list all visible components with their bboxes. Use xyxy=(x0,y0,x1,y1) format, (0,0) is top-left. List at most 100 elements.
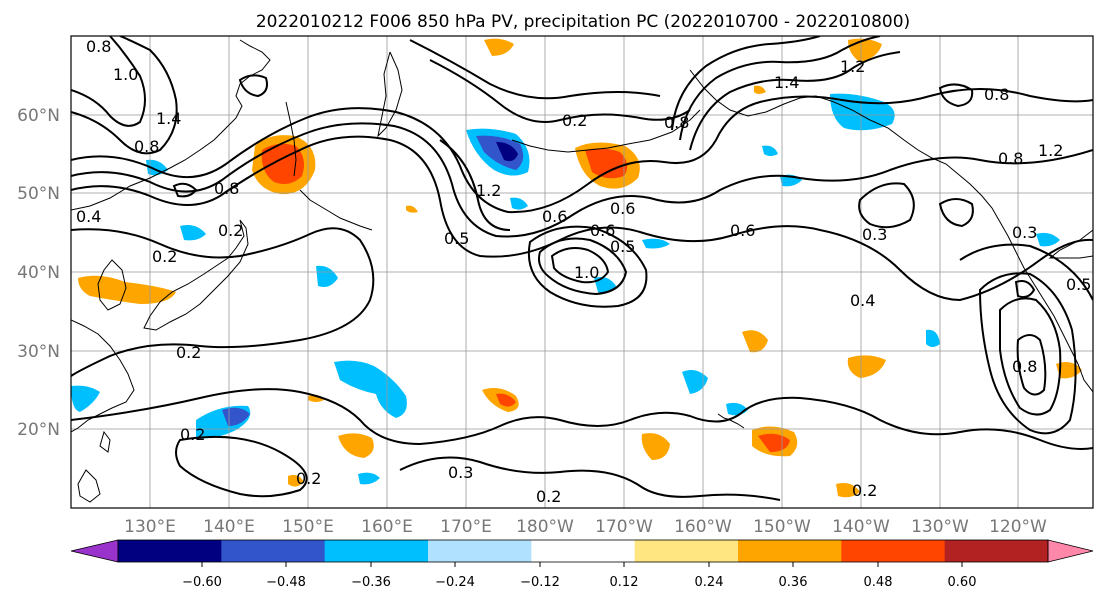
pv-contour xyxy=(938,83,974,108)
contour-label: 0.8 xyxy=(134,137,159,156)
colorbar-tick-label: 0.36 xyxy=(779,575,808,590)
contour-label: 1.4 xyxy=(156,109,181,128)
precip-blob-negative xyxy=(510,197,528,210)
coastline-north-america-interior xyxy=(1048,229,1093,259)
precip-blob-negative xyxy=(71,385,100,412)
colorbar-ticks xyxy=(201,562,963,567)
precip-blob-positive xyxy=(585,148,628,179)
precip-blob-positive xyxy=(742,330,768,353)
pv-contour xyxy=(71,122,1093,238)
pv-contour xyxy=(528,225,648,308)
contour-label: 0.4 xyxy=(76,207,101,226)
precip-blob-negative xyxy=(594,277,616,294)
coastline-kamchatka xyxy=(377,51,403,138)
coastlines xyxy=(71,39,1093,503)
colorbar-tick-labels: −0.60 −0.48 −0.36 −0.24 −0.12 0.12 0.24 … xyxy=(182,575,976,590)
pv-contour xyxy=(538,237,628,296)
contour-label: 0.2 xyxy=(296,469,321,488)
longitude-labels: 130°E 140°E 150°E 160°E 170°E 180°W 170°… xyxy=(124,517,1047,537)
colorbar-bin xyxy=(118,540,222,562)
pv-contour xyxy=(1014,280,1036,299)
precip-shading xyxy=(71,38,1082,498)
contour-label: 0.8 xyxy=(86,37,111,56)
lon-label: 160°E xyxy=(361,517,413,537)
precip-blob-positive xyxy=(406,205,418,213)
precip-blob-positive xyxy=(641,433,670,460)
pv-contour xyxy=(175,435,308,498)
precip-blob-positive xyxy=(836,483,860,498)
contour-label: 0.6 xyxy=(542,207,567,226)
pv-contour xyxy=(71,388,1093,450)
colorbar-tick-label: −0.12 xyxy=(520,575,560,590)
contour-label: 0.8 xyxy=(664,113,689,132)
precip-blob-positive xyxy=(78,275,176,304)
figure-title: 2022010212 F006 850 hPa PV, precipitatio… xyxy=(256,12,910,32)
lon-label: 120°W xyxy=(989,517,1047,537)
precip-blob-negative xyxy=(642,238,670,249)
coastline-taiwan xyxy=(99,430,111,453)
pv-contour xyxy=(409,39,661,100)
colorbar-tick-label: −0.48 xyxy=(266,575,306,590)
contour-label: 1.2 xyxy=(1038,141,1063,160)
contour-label: 0.8 xyxy=(984,85,1009,104)
lon-label: 130°W xyxy=(911,517,969,537)
pv-contour xyxy=(71,88,1093,214)
pv-contour xyxy=(550,247,610,284)
pv-contour xyxy=(689,51,901,151)
pv-contour xyxy=(71,227,375,377)
map-frame xyxy=(70,35,1094,509)
contour-label: 0.3 xyxy=(448,463,473,482)
colorbar-tick-label: 0.12 xyxy=(610,575,639,590)
pv-contour xyxy=(999,297,1062,416)
coastline-korea xyxy=(97,259,127,311)
precip-blob-negative xyxy=(358,472,380,485)
contour-label: 0.2 xyxy=(180,425,205,444)
contour-label: 0.4 xyxy=(850,291,875,310)
contour-label: 0.8 xyxy=(998,149,1023,168)
colorbar-bin xyxy=(324,540,429,562)
contour-label: 0.6 xyxy=(610,199,635,218)
contour-label: 0.2 xyxy=(562,111,587,130)
contour-label: 0.2 xyxy=(218,221,243,240)
colorbar: −0.60 −0.48 −0.36 −0.24 −0.12 0.12 0.24 … xyxy=(70,539,1094,590)
precip-blob-positive xyxy=(848,38,882,62)
precip-blob-positive xyxy=(338,433,374,458)
contour-label: 0.8 xyxy=(214,179,239,198)
precip-blob-negative xyxy=(1036,232,1060,247)
colorbar-tick-label: −0.24 xyxy=(435,575,475,590)
precip-blob-negative xyxy=(762,145,778,156)
contour-label: 0.6 xyxy=(730,221,755,240)
contour-label: 0.8 xyxy=(1012,357,1037,376)
contour-label: 0.2 xyxy=(536,487,561,506)
precip-blob-positive xyxy=(496,393,516,407)
precip-blob-negative xyxy=(316,265,338,287)
latitude-labels: 60°N 50°N 40°N 30°N 20°N xyxy=(17,106,60,440)
lon-label: 140°W xyxy=(832,517,890,537)
colorbar-bins xyxy=(70,539,1094,563)
precip-blob-negative xyxy=(926,329,940,347)
contour-label: 1.2 xyxy=(476,181,501,200)
colorbar-extend-high xyxy=(1047,539,1094,563)
contour-label: 0.6 xyxy=(590,221,615,240)
colorbar-tick-label: 0.24 xyxy=(695,575,724,590)
precip-blob-positive xyxy=(288,474,304,487)
pv-contour xyxy=(429,59,691,123)
precip-blob-positive xyxy=(754,85,766,94)
contour-label: 0.5 xyxy=(444,229,469,248)
pv-contour xyxy=(399,456,781,501)
lon-label: 130°E xyxy=(124,517,176,537)
colorbar-tick-label: 0.60 xyxy=(948,575,977,590)
colorbar-bin xyxy=(944,540,1049,562)
coastline-aleutians xyxy=(511,109,701,153)
contour-label: 0.2 xyxy=(176,343,201,362)
lat-label: 60°N xyxy=(17,106,60,126)
lon-label: 140°E xyxy=(203,517,255,537)
pv-contour xyxy=(679,36,881,141)
lon-label: 160°W xyxy=(674,517,732,537)
contour-label: 0.5 xyxy=(1066,275,1091,294)
pv-contour xyxy=(978,272,1077,435)
lat-label: 50°N xyxy=(17,184,60,204)
contour-labels: 0.8 1.0 1.4 0.8 0.4 0.8 0.2 0.2 0.2 0.2 … xyxy=(76,37,1091,506)
coastline-asia xyxy=(71,39,271,211)
